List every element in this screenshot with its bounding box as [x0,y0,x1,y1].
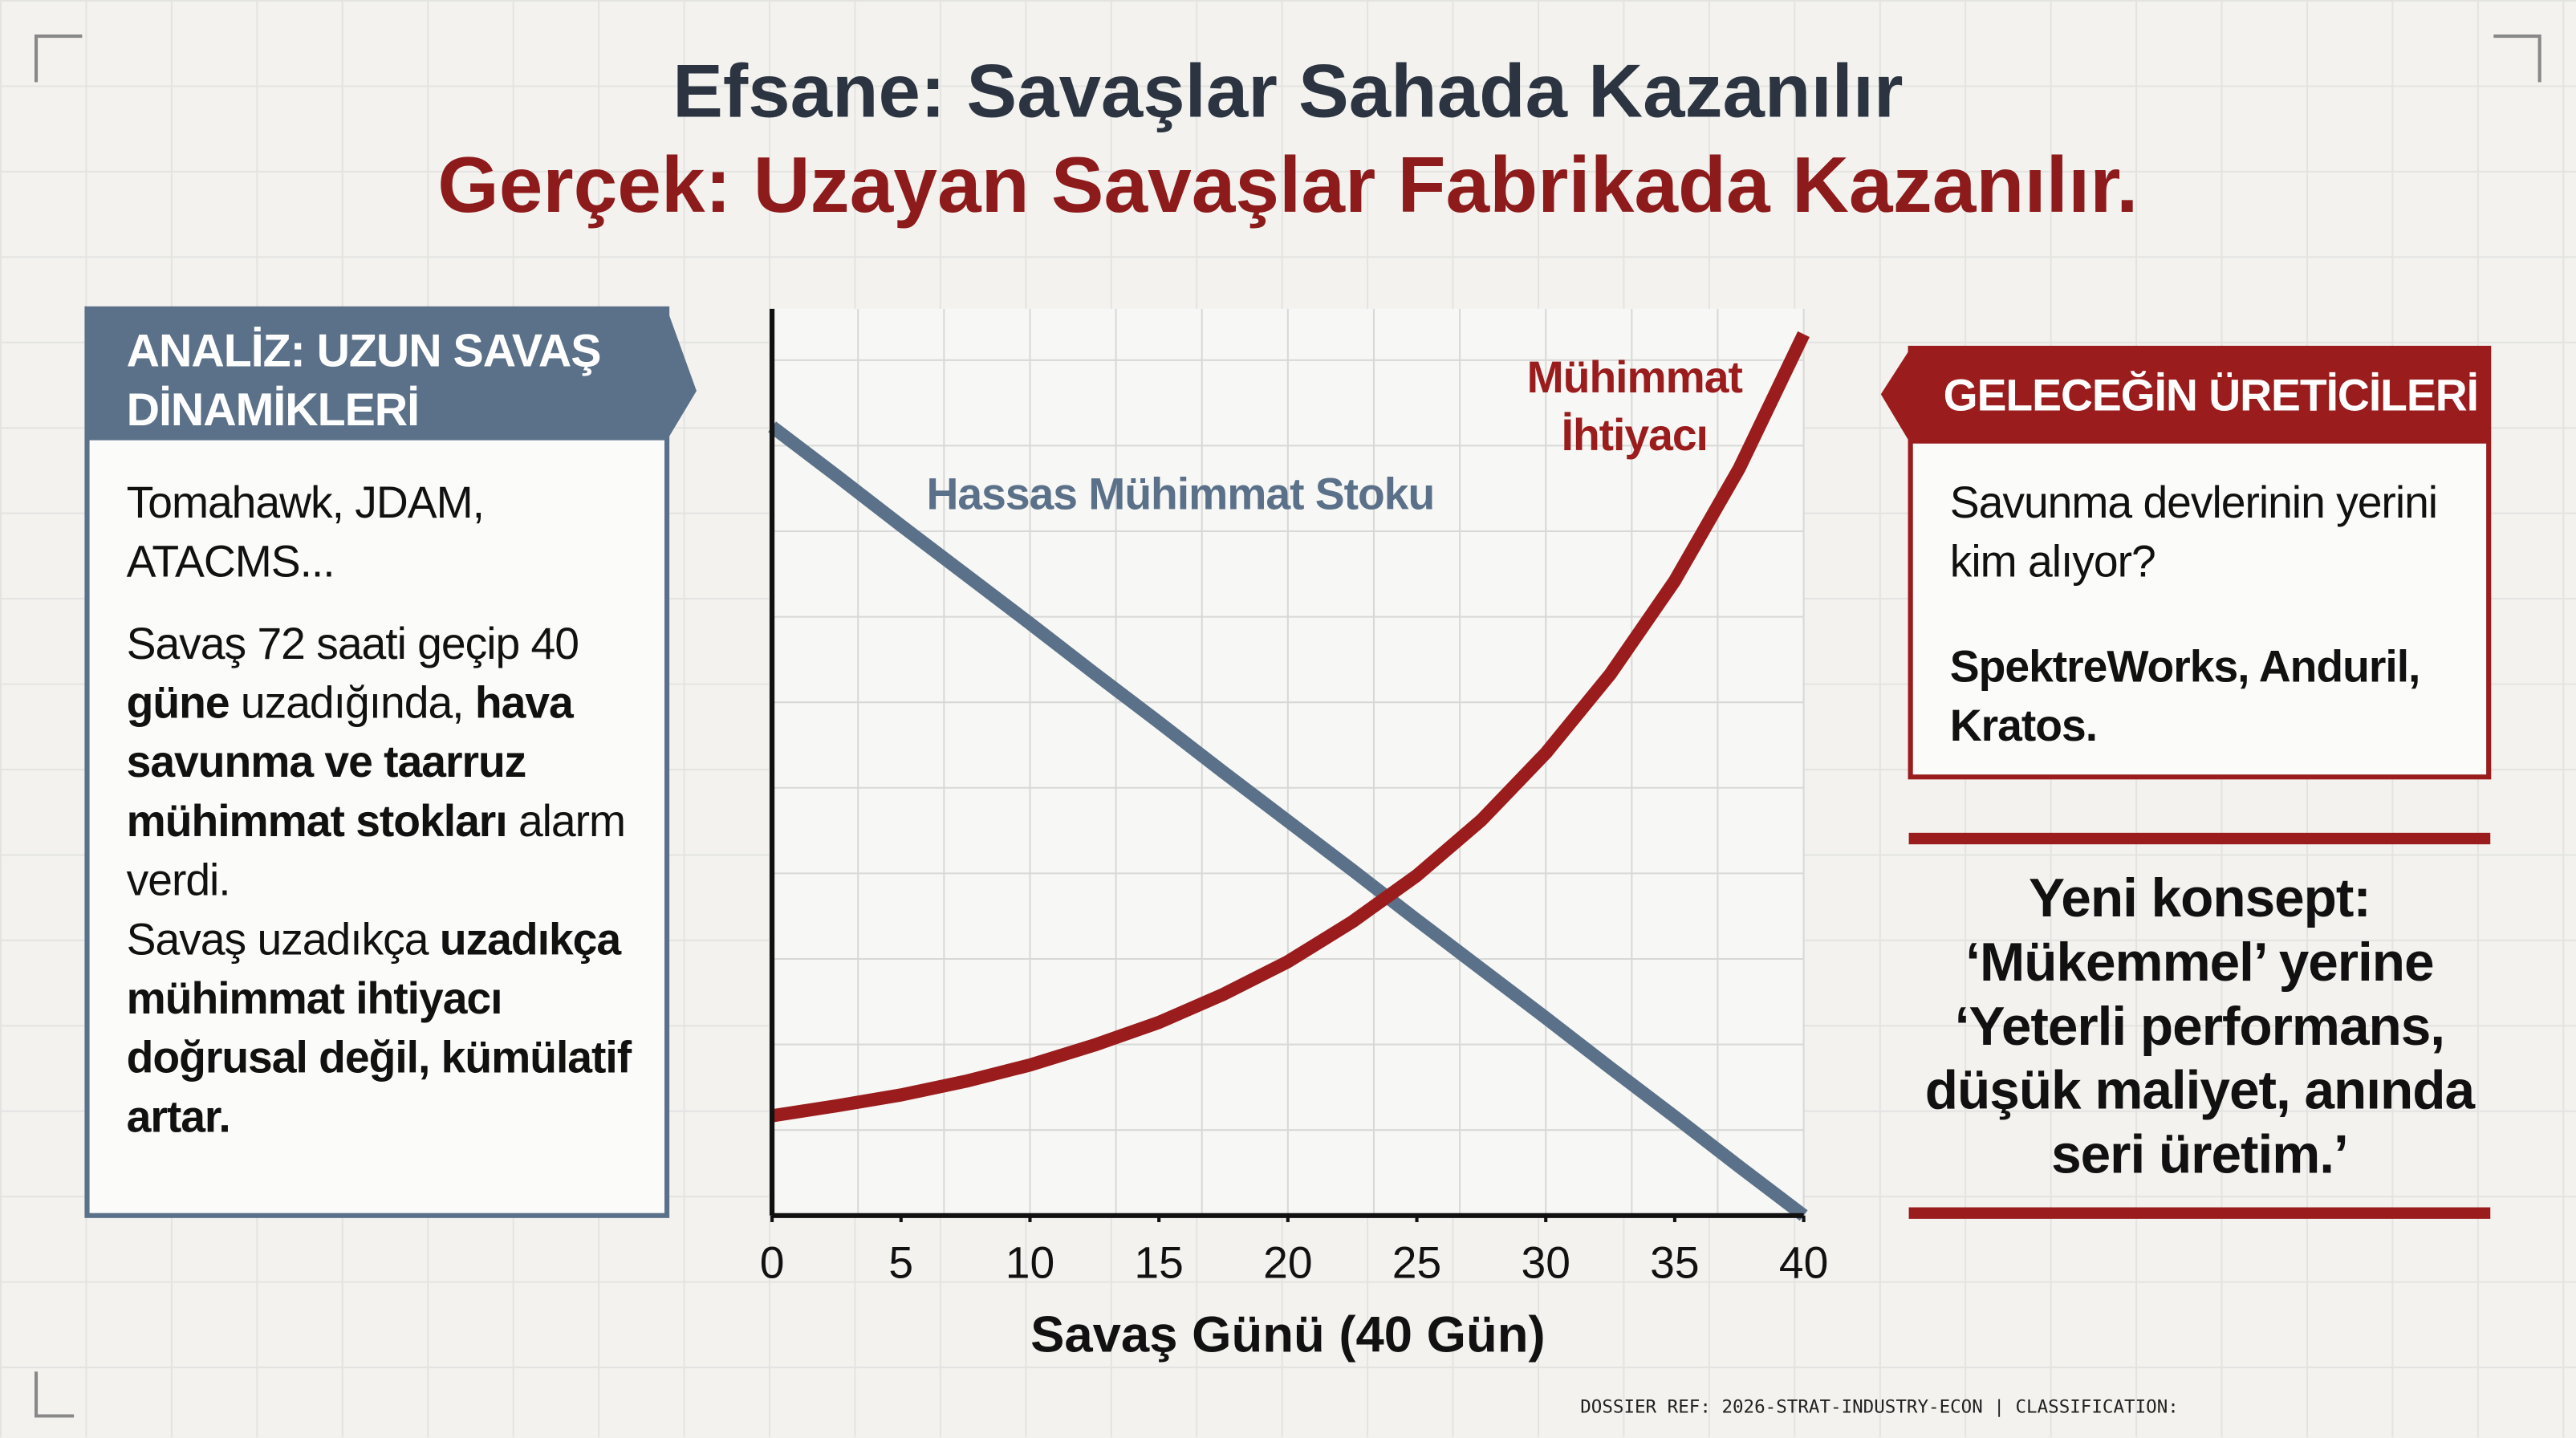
x-tick-label: 5 [888,1238,913,1288]
right-answer: SpektreWorks, Anduril, Kratos. [1949,642,2421,751]
myth: Efsane: Savaşlar Sahada Kazanılır [672,47,1904,133]
series-line [770,331,1810,1123]
text-run: alarm verdi. [126,796,626,905]
series-label: Mühimmat İhtiyacı [1526,353,1743,461]
text-run: Savaş 72 saati geçip 40 [126,619,579,669]
text-run: Savaş uzadıkça [126,915,440,965]
quote: Yeni konsept: ‘Mükemmel’ yerine ‘Yeterli… [1924,867,2475,1184]
left-title: ANALİZ: UZUN SAVAŞ DİNAMİKLERİ [126,325,602,436]
text-run: güne [126,678,230,728]
text-run: Tomahawk, JDAM, ATACMS... [126,477,485,587]
right-title: GELECEĞİN ÜRETİCİLERİ [1943,371,2479,421]
paragraph: Tomahawk, JDAM, ATACMS... [127,473,652,591]
footer: DOSSIER REF: 2026-STRAT-INDUSTRY-ECON | … [1580,1395,2179,1418]
paragraph: Savaş uzadıkça uzadıkça mühimmat ihtiyac… [127,910,652,1147]
right-question: Savunma devlerinin yerini kim alıyor? [1949,477,2438,587]
reality: Gerçek: Uzayan Savaşlar Fabrikada Kazanı… [437,143,2139,230]
x-tick-label: 10 [1006,1238,1054,1288]
x-tick-label: 40 [1779,1238,1828,1288]
x-tick-label: 30 [1521,1238,1570,1288]
text-run: hava savunma ve taarruz mühimmat stoklar… [126,678,574,847]
x-tick-label: 20 [1263,1238,1312,1288]
series-label: Hassas Mühimmat Stoku [926,469,1436,519]
paragraph: Savaş 72 saati geçip 40 güne uzadığında,… [127,615,652,910]
x-tick-label: 0 [760,1238,785,1288]
left-body: Tomahawk, JDAM, ATACMS... Savaş 72 saati … [127,473,652,1170]
series-line [768,421,1808,1221]
x-tick-label: 35 [1650,1238,1699,1288]
x-tick-label: 15 [1134,1238,1183,1288]
x-axis-label: Savaş Günü (40 Gün) [1030,1307,1546,1363]
text-run: uzadığında, [229,678,475,728]
x-tick-label: 25 [1392,1238,1441,1288]
text-run: uzadıkça mühimmat ihtiyacı doğrusal deği… [126,915,632,1142]
